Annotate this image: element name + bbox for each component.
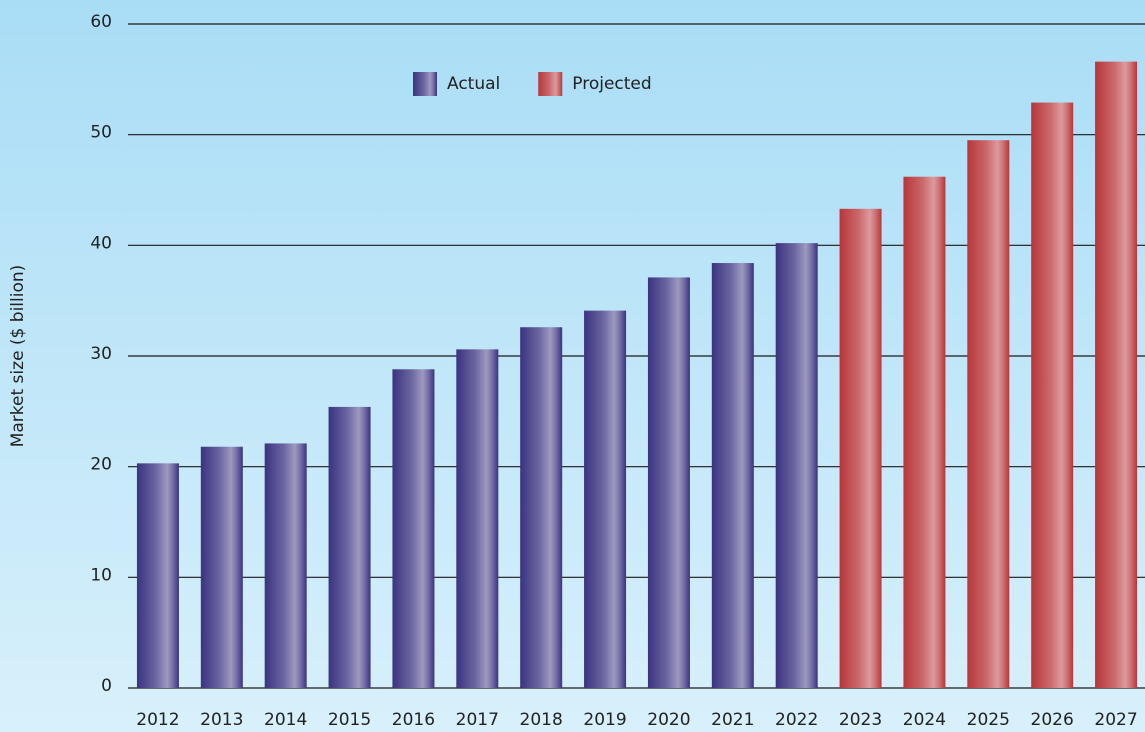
x-tick-label: 2019 (583, 710, 626, 730)
x-tick-label: 2025 (967, 710, 1010, 730)
bar (903, 176, 946, 688)
bar (775, 243, 818, 688)
legend-label: Actual (447, 74, 500, 94)
bar (1031, 102, 1074, 688)
legend-swatch (538, 72, 563, 96)
x-tick-label: 2026 (1031, 710, 1074, 730)
legend-label: Projected (572, 74, 651, 94)
bar (520, 327, 563, 688)
x-tick-label: 2017 (456, 710, 499, 730)
x-tick-label: 2020 (647, 710, 690, 730)
bar (328, 406, 371, 688)
bar (136, 463, 179, 688)
y-axis-label: Market size ($ billion) (8, 265, 28, 448)
x-tick-label: 2021 (711, 710, 754, 730)
x-tick-label: 2012 (136, 710, 179, 730)
y-tick-label: 60 (90, 12, 112, 32)
bar (584, 310, 627, 688)
x-tick-label: 2018 (520, 710, 563, 730)
y-tick-label: 20 (90, 455, 112, 475)
y-tick-label: 30 (90, 344, 112, 364)
bar (647, 277, 690, 688)
x-tick-label: 2013 (200, 710, 243, 730)
legend-swatch (413, 72, 437, 96)
y-tick-label: 10 (90, 565, 112, 585)
x-tick-label: 2027 (1094, 710, 1137, 730)
bar (1095, 61, 1138, 689)
y-tick-label: 50 (90, 123, 112, 143)
bar (264, 443, 307, 688)
bar (967, 140, 1010, 688)
x-tick-label: 2022 (775, 710, 818, 730)
x-tick-label: 2016 (392, 710, 435, 730)
bar (456, 349, 499, 688)
x-tick-label: 2023 (839, 710, 882, 730)
bar (711, 263, 754, 688)
bar (839, 208, 882, 688)
x-tick-label: 2024 (903, 710, 946, 730)
x-tick-label: 2014 (264, 710, 307, 730)
x-tick-label: 2015 (328, 710, 371, 730)
bar (392, 369, 435, 688)
y-tick-label: 0 (101, 676, 112, 696)
bar (200, 446, 243, 688)
y-tick-label: 40 (90, 233, 112, 253)
